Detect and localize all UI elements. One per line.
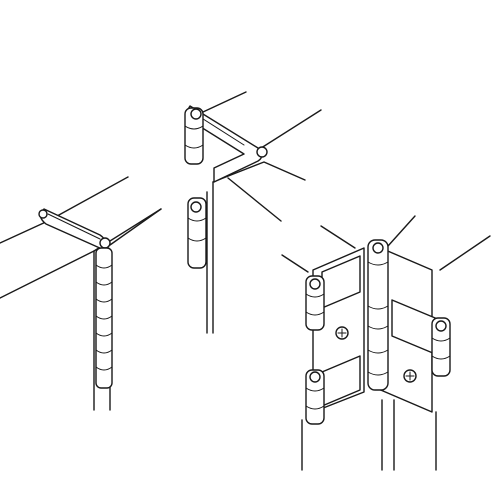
left-upper-knuckle xyxy=(305,275,325,331)
knuckle-barrel xyxy=(95,247,113,389)
screw-left xyxy=(335,326,349,340)
lower-knuckle-barrel xyxy=(187,197,207,269)
left-lower-knuckle-joints xyxy=(305,387,325,410)
right-knuckle-joints xyxy=(431,337,451,360)
upper-leaf-slot xyxy=(199,116,245,146)
center-knuckle xyxy=(367,239,389,391)
left-upper-knuckle-joints xyxy=(305,293,325,316)
lower-knuckle-pin xyxy=(190,201,202,213)
top-pin-head xyxy=(99,237,111,249)
left-lower-knuckle xyxy=(305,369,325,425)
upper-knuckle-joints xyxy=(184,125,204,149)
mid-lower-diagonal xyxy=(227,177,282,222)
upper-knuckle-barrel xyxy=(184,107,204,165)
mid-panel-top-edge xyxy=(202,91,247,113)
left-panel-top-edge xyxy=(0,176,129,244)
upper-pin-head xyxy=(256,146,268,158)
left-lower-knuckle-pin xyxy=(309,371,321,383)
center-knuckle-joints xyxy=(367,261,389,376)
piano-hinge xyxy=(0,176,162,411)
left-upper-knuckle-pin xyxy=(309,278,321,290)
center-knuckle-pin xyxy=(372,242,384,254)
right-panel-top-edge xyxy=(109,208,162,246)
corner-wrap-hinge xyxy=(184,91,322,334)
right-knuckle-pin xyxy=(435,320,447,332)
upper-knuckle-pin xyxy=(190,108,202,120)
right-left-top-edge-2 xyxy=(320,225,356,249)
screw-right xyxy=(403,369,417,383)
mid-panel-corner xyxy=(212,161,306,183)
butt-hinge xyxy=(281,215,491,471)
top-leaf-pin xyxy=(38,209,48,219)
knuckle-joints xyxy=(95,264,113,371)
right-right-top-edge xyxy=(387,215,416,247)
right-left-top-edge xyxy=(281,254,309,273)
right-knuckle xyxy=(431,317,451,377)
top-leaf-slot xyxy=(47,213,101,240)
mid-panel-top-edge-2 xyxy=(257,109,322,151)
right-right-top-edge-2 xyxy=(439,235,491,271)
lower-knuckle-joints xyxy=(187,217,207,242)
left-panel-bottom-edge xyxy=(0,208,162,299)
